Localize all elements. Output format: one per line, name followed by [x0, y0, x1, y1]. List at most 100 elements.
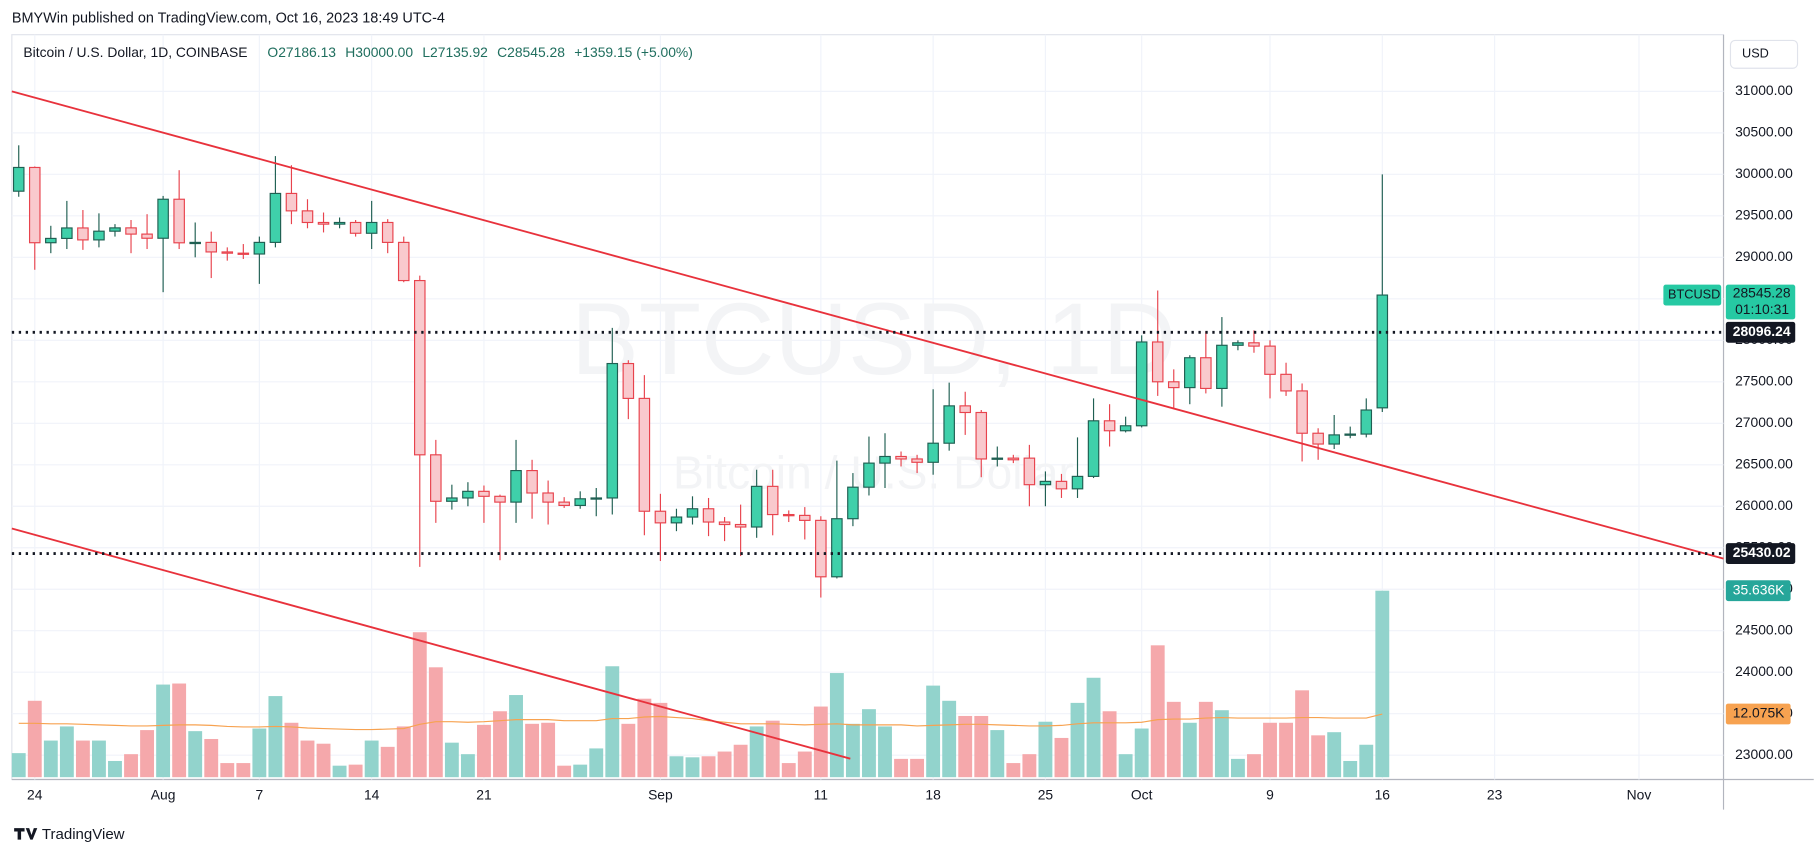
- volume-bar: [59, 726, 74, 778]
- price-line-tag: [1725, 321, 1796, 343]
- x-tick-label: 11: [814, 786, 829, 802]
- candle-body: [430, 454, 442, 502]
- volume-bar: [1118, 754, 1133, 778]
- candle-body: [1328, 434, 1340, 445]
- candle-body: [1232, 342, 1244, 346]
- volume-bar: [380, 746, 395, 778]
- volume-bar: [1166, 701, 1181, 778]
- volume-bar: [1263, 722, 1277, 778]
- candle-body: [77, 227, 89, 241]
- candle-body: [847, 486, 859, 520]
- volume-bar: [1198, 701, 1213, 778]
- candle-body: [670, 516, 683, 524]
- volume-bar: [1375, 590, 1390, 778]
- volume-bar: [637, 698, 652, 778]
- volume-pane: [11, 590, 1390, 778]
- volume-bar: [1086, 677, 1101, 778]
- brand-name: TradingView: [42, 826, 125, 843]
- candle-body: [1264, 345, 1276, 375]
- volume-bar: [813, 706, 828, 778]
- volume-bar: [701, 756, 716, 778]
- candle-body: [895, 455, 907, 460]
- volume-bar: [878, 726, 892, 778]
- candle-body: [750, 485, 763, 528]
- currency-button[interactable]: [1729, 39, 1799, 69]
- volume-tag: [1725, 580, 1791, 602]
- candle-body: [1119, 425, 1132, 432]
- legend-title: Bitcoin / U.S. Dollar, 1D, COINBASE: [23, 44, 247, 60]
- candle-body: [991, 457, 1004, 460]
- x-tick-label: 9: [1266, 786, 1274, 802]
- volume-bar: [108, 760, 122, 778]
- x-tick-label: 24: [27, 786, 43, 802]
- candle-body: [558, 501, 570, 507]
- candle-body: [831, 518, 843, 578]
- volume-bar: [1038, 721, 1053, 778]
- candle-body: [125, 227, 137, 235]
- volume-bar: [220, 763, 235, 778]
- legend-value: +1359.15 (+5.00%): [574, 44, 693, 60]
- volume-bar: [573, 764, 588, 778]
- y-tick-label: 26500.00: [1735, 455, 1793, 471]
- symbol-label: BTCUSD: [1668, 286, 1720, 301]
- candle-body: [815, 519, 827, 578]
- candle-body: [526, 470, 538, 494]
- ma-tag-label: 12.075K: [1733, 705, 1785, 721]
- candle-body: [1360, 409, 1373, 435]
- candle-body: [237, 252, 250, 255]
- volume-bar: [284, 722, 299, 778]
- volume-bar: [621, 723, 636, 778]
- volume-bar: [845, 723, 860, 778]
- candle-body: [799, 514, 811, 521]
- candle-body: [1135, 341, 1148, 427]
- candle-body: [269, 192, 282, 243]
- candle-body: [590, 497, 603, 500]
- candle-body: [221, 251, 234, 254]
- volume-bar: [477, 724, 491, 778]
- volume-bar: [27, 700, 42, 778]
- candle-body: [622, 362, 635, 399]
- candles: [12, 145, 1389, 598]
- candle-body: [397, 241, 410, 282]
- candle-body: [638, 397, 651, 512]
- volume-bar: [1343, 760, 1358, 778]
- candle-body: [462, 490, 474, 499]
- candle-body: [1200, 357, 1212, 390]
- last-price-tag: [1725, 284, 1796, 320]
- candle-body: [173, 198, 185, 244]
- price-line-tag: [1725, 543, 1796, 564]
- candle-body: [1103, 420, 1116, 432]
- volume-bar: [749, 726, 764, 778]
- candle-body: [1087, 420, 1100, 477]
- x-tick-label: 21: [476, 786, 492, 802]
- candle-body: [1312, 432, 1324, 445]
- volume-bar: [525, 723, 540, 778]
- volume-bar: [1295, 690, 1310, 778]
- candle-body: [205, 241, 218, 253]
- last-price-label: 28545.28: [1733, 285, 1791, 301]
- candle-body: [1023, 457, 1036, 486]
- volume-bar: [412, 632, 427, 778]
- ma-tag: [1725, 703, 1791, 725]
- candle-body: [1007, 457, 1020, 461]
- volume-bar: [204, 738, 219, 778]
- candle-body: [911, 458, 923, 463]
- candle-body: [879, 455, 891, 464]
- candle-body: [654, 510, 667, 524]
- y-tick-label: 29500.00: [1735, 206, 1793, 222]
- x-tick-label: 14: [364, 786, 380, 802]
- candle-body: [1167, 381, 1180, 389]
- candle-body: [61, 227, 73, 239]
- volume-bar: [124, 754, 138, 778]
- volume-bar: [910, 758, 925, 778]
- volume-bar: [92, 740, 106, 778]
- candle-body: [542, 492, 554, 503]
- candle-body: [943, 405, 955, 444]
- legend-value: H30000.00: [345, 44, 413, 60]
- volume-bar: [1182, 722, 1197, 778]
- volume-bar: [862, 709, 876, 778]
- x-tick-label: Aug: [151, 786, 176, 802]
- axes: 23000.0023500.0024000.0024500.0025000.00…: [11, 82, 1796, 802]
- candle-body: [333, 221, 346, 225]
